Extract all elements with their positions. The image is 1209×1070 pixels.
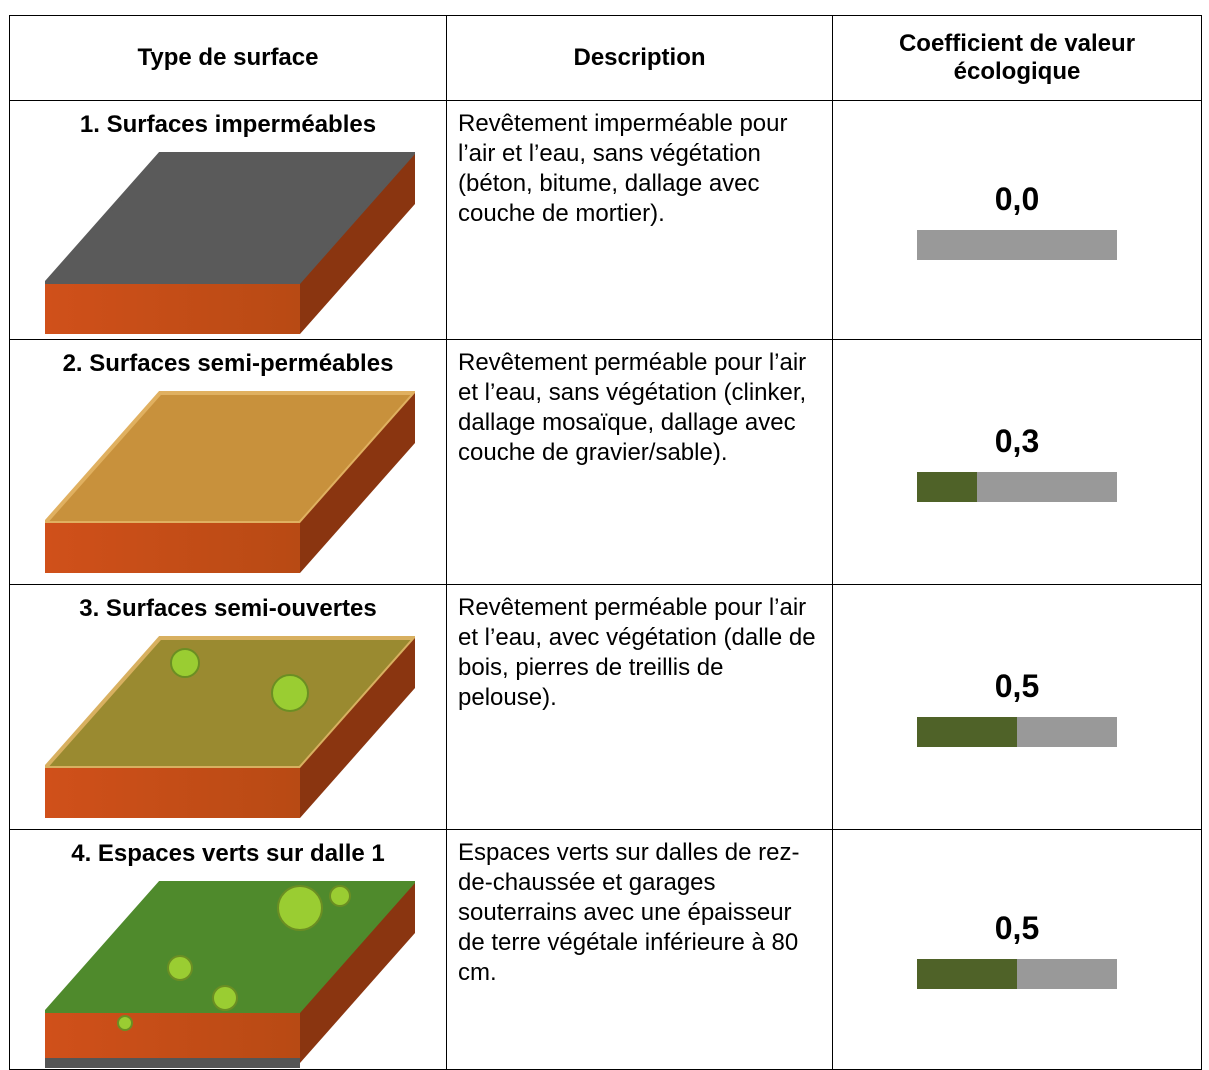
slab-side	[300, 154, 415, 334]
type-cell: 2. Surfaces semi-perméables	[9, 339, 447, 585]
slab-side	[300, 638, 415, 818]
slab-front	[45, 1013, 300, 1063]
surface-type: 1. Surfaces imperméables	[79, 111, 377, 138]
table-row: 4. Espaces verts sur dalle 1 Espaces vert…	[9, 829, 1202, 1070]
header-cell: Description	[446, 15, 833, 101]
surface-illustration	[45, 881, 415, 1068]
slab-base	[45, 1058, 300, 1068]
coefficient-bar	[917, 959, 1117, 989]
coefficient-cell: 0,5	[832, 584, 1202, 830]
coefficient: 0,5	[994, 910, 1040, 946]
table-body: 1. Surfaces imperméables Revêtement imper…	[9, 100, 1202, 1070]
coefficient: 0,0	[994, 180, 1040, 217]
description-cell: Revêtement perméable pour l’air et l’eau…	[446, 584, 833, 830]
surface-illustration	[45, 636, 415, 818]
coefficient: 0,3	[994, 422, 1040, 459]
header-cell: Type de surface	[9, 15, 447, 101]
shrub	[170, 648, 200, 678]
slab-front	[45, 523, 300, 573]
shrub	[271, 674, 309, 712]
coefficient-cell: 0,5	[832, 829, 1202, 1070]
description: Espaces verts sur dalles de rez-de-chaus…	[458, 839, 800, 986]
description: Revêtement perméable pour l’air et l’eau…	[458, 594, 816, 711]
slab-side	[300, 883, 415, 1063]
header-cell: Coefficient de valeur écologique	[832, 15, 1202, 101]
shrub	[329, 885, 351, 907]
surface-type: 2. Surfaces semi-perméables	[62, 350, 394, 377]
coefficient-fill	[917, 716, 1017, 747]
table-row: 1. Surfaces imperméables Revêtement imper…	[9, 100, 1202, 340]
shrub	[277, 885, 323, 931]
coefficient-fill	[917, 959, 1017, 989]
surface-illustration	[45, 152, 415, 334]
surface-illustration	[45, 391, 415, 573]
surface-table: Type de surface Description Coefficient …	[9, 15, 1202, 1070]
type-cell: 3. Surfaces semi-ouvertes	[9, 584, 447, 830]
type-cell: 1. Surfaces imperméables	[9, 100, 447, 340]
shrub	[212, 985, 238, 1011]
slab-front	[45, 284, 300, 334]
description: Revêtement imperméable pour l’air et l’e…	[458, 110, 788, 227]
slab-front	[45, 768, 300, 818]
description-cell: Revêtement imperméable pour l’air et l’e…	[446, 100, 833, 340]
description-cell: Espaces verts sur dalles de rez-de-chaus…	[446, 829, 833, 1070]
description: Revêtement perméable pour l’air et l’eau…	[458, 349, 807, 466]
coefficient-bar	[917, 229, 1117, 260]
description-cell: Revêtement perméable pour l’air et l’eau…	[446, 339, 833, 585]
coefficient-cell: 0,3	[832, 339, 1202, 585]
surface-type: 4. Espaces verts sur dalle 1	[71, 840, 385, 867]
coefficient: 0,5	[994, 667, 1040, 704]
shrub	[117, 1015, 133, 1031]
surface-type: 3. Surfaces semi-ouvertes	[79, 595, 377, 622]
table-row: 2. Surfaces semi-perméables Revêtement pe…	[9, 339, 1202, 585]
shrub	[167, 955, 193, 981]
coefficient-fill	[917, 471, 977, 502]
coefficient-bar	[917, 471, 1117, 502]
coefficient-cell: 0,0	[832, 100, 1202, 340]
type-cell: 4. Espaces verts sur dalle 1	[9, 829, 447, 1070]
table-row: 3. Surfaces semi-ouvertes Revêtement perm…	[9, 584, 1202, 830]
slab-side	[300, 393, 415, 573]
header-row: Type de surface Description Coefficient …	[9, 15, 1202, 101]
coefficient-bar	[917, 716, 1117, 747]
